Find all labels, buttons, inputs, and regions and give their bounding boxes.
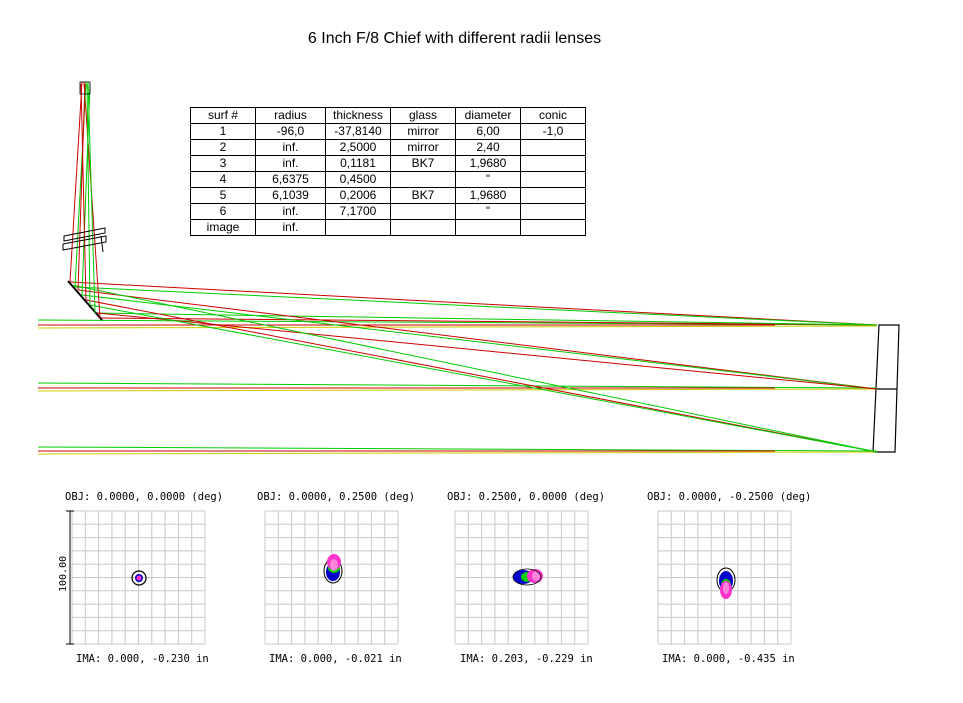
table-cell: inf. bbox=[255, 219, 326, 236]
table-row: 2 inf. 2,5000 mirror 2,40 bbox=[190, 139, 586, 156]
primary-mirror bbox=[872, 324, 900, 453]
table-cell: glass bbox=[390, 107, 456, 124]
table-cell: radius bbox=[255, 107, 326, 124]
table-cell: BK7 bbox=[390, 155, 456, 172]
table-cell bbox=[390, 203, 456, 220]
spot-4-obj-label: OBJ: 0.0000, -0.2500 (deg) bbox=[647, 491, 812, 503]
table-row: 4 6,6375 0,4500 " bbox=[190, 171, 586, 188]
table-cell: surf # bbox=[190, 107, 256, 124]
table-cell: -1,0 bbox=[520, 123, 586, 140]
spot-diagram-grids bbox=[71, 510, 792, 645]
table-cell: 6,1039 bbox=[255, 187, 326, 204]
table-cell: 2 bbox=[190, 139, 256, 156]
table-cell: mirror bbox=[390, 123, 456, 140]
table-cell: inf. bbox=[255, 203, 326, 220]
spot-pattern-2 bbox=[323, 554, 343, 584]
spot-pattern-4 bbox=[716, 567, 736, 599]
spot-grid bbox=[264, 510, 399, 645]
table-cell bbox=[325, 219, 391, 236]
diagram-title: 6 Inch F/8 Chief with different radii le… bbox=[307, 30, 602, 47]
table-cell bbox=[520, 171, 586, 188]
table-cell: 4 bbox=[190, 171, 256, 188]
table-cell: 1,9680 bbox=[455, 155, 521, 172]
spot-grid bbox=[71, 510, 206, 645]
table-row: 6 inf. 7,1700 " bbox=[190, 203, 586, 220]
table-cell: mirror bbox=[390, 139, 456, 156]
table-cell: 0,4500 bbox=[325, 171, 391, 188]
table-cell: thickness bbox=[325, 107, 391, 124]
table-cell: " bbox=[455, 171, 521, 188]
table-cell: 0,1181 bbox=[325, 155, 391, 172]
table-cell: -37,8140 bbox=[325, 123, 391, 140]
spot-1-ima-label: IMA: 0.000, -0.230 in bbox=[76, 653, 209, 665]
reflected-rays bbox=[69, 281, 878, 453]
table-cell: 2,40 bbox=[455, 139, 521, 156]
barlow-lens bbox=[62, 227, 107, 253]
table-cell: 7,1700 bbox=[325, 203, 391, 220]
table-cell: inf. bbox=[255, 155, 326, 172]
table-cell: 0,2006 bbox=[325, 187, 391, 204]
table-cell: 1 bbox=[190, 123, 256, 140]
table-cell: BK7 bbox=[390, 187, 456, 204]
table-row: surf # radius thickness glass diameter conic bbox=[190, 107, 586, 124]
spot-pattern-1 bbox=[131, 570, 147, 586]
table-cell bbox=[520, 187, 586, 204]
spot-2-obj-label: OBJ: 0.0000, 0.2500 (deg) bbox=[257, 491, 416, 503]
spot-3-obj-label: OBJ: 0.2500, 0.0000 (deg) bbox=[447, 491, 606, 503]
image-plane bbox=[79, 81, 91, 95]
table-cell bbox=[390, 171, 456, 188]
table-cell: 6,6375 bbox=[255, 171, 326, 188]
diagonal-mirror bbox=[67, 280, 103, 321]
spot-1-obj-label: OBJ: 0.0000, 0.0000 (deg) bbox=[65, 491, 224, 503]
table-cell: 6,00 bbox=[455, 123, 521, 140]
lens-prescription-table: surf # radius thickness glass diameter conic 1… bbox=[190, 107, 586, 236]
table-row: 5 6,1039 0,2006 BK7 1,9680 bbox=[190, 187, 586, 204]
spot-3-ima-label: IMA: 0.203, -0.229 in bbox=[460, 653, 593, 665]
spot-pattern-3 bbox=[512, 568, 543, 586]
table-cell bbox=[455, 219, 521, 236]
spot-4-ima-label: IMA: 0.000, -0.435 in bbox=[662, 653, 795, 665]
table-cell: " bbox=[455, 203, 521, 220]
table-cell: conic bbox=[520, 107, 586, 124]
table-row: image inf. bbox=[190, 219, 586, 236]
spot-scale-label: 100.00 bbox=[58, 555, 69, 592]
scale-bar bbox=[66, 510, 74, 645]
table-cell bbox=[520, 139, 586, 156]
incoming-rays bbox=[37, 319, 878, 455]
table-cell bbox=[390, 219, 456, 236]
table-cell: 6 bbox=[190, 203, 256, 220]
table-cell: 3 bbox=[190, 155, 256, 172]
table-cell: 1,9680 bbox=[455, 187, 521, 204]
table-cell: 2,5000 bbox=[325, 139, 391, 156]
table-cell bbox=[520, 219, 586, 236]
table-cell: image bbox=[190, 219, 256, 236]
table-row: 1 -96,0 -37,8140 mirror 6,00 -1,0 bbox=[190, 123, 586, 140]
table-cell: -96,0 bbox=[255, 123, 326, 140]
table-cell: diameter bbox=[455, 107, 521, 124]
table-cell bbox=[520, 155, 586, 172]
spot-2-ima-label: IMA: 0.000, -0.021 in bbox=[269, 653, 402, 665]
table-cell: inf. bbox=[255, 139, 326, 156]
table-cell bbox=[520, 203, 586, 220]
table-row: 3 inf. 0,1181 BK7 1,9680 bbox=[190, 155, 586, 172]
table-cell: 5 bbox=[190, 187, 256, 204]
